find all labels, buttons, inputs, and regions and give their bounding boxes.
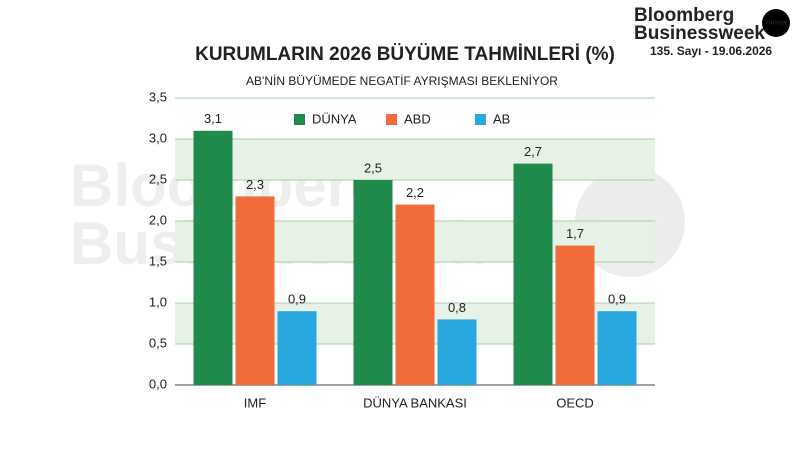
bar [277, 311, 317, 385]
y-tick-label: 1,0 [149, 294, 167, 309]
bar [555, 245, 595, 385]
brand-name: Businessweek [634, 23, 765, 44]
bar [353, 180, 393, 385]
legend-label: DÜNYA [312, 111, 357, 126]
y-tick-label: 3,5 [149, 89, 167, 104]
bar [395, 204, 435, 385]
y-tick-label: 2,0 [149, 212, 167, 227]
x-tick-label: OECD [556, 395, 594, 410]
value-label: 2,5 [364, 160, 382, 175]
legend-label: AB [493, 111, 510, 126]
bar [193, 130, 233, 385]
bar [597, 311, 637, 385]
value-label: 0,9 [288, 292, 306, 307]
grid-band [175, 139, 655, 180]
issue-date: 135. Sayı - 19.06.2026 [650, 44, 772, 58]
brand-badge-text: Türkiye [764, 20, 788, 27]
bar [235, 196, 275, 385]
chart-title: KURUMLARIN 2026 BÜYÜME TAHMİNLERİ (%) [195, 44, 615, 65]
value-label: 3,1 [204, 111, 222, 126]
bar [513, 163, 553, 385]
value-label: 2,7 [524, 144, 542, 159]
brand-badge [762, 9, 790, 37]
legend-swatch [294, 114, 305, 125]
y-tick-label: 1,5 [149, 253, 167, 268]
chart-subtitle: AB'NİN BÜYÜMEDE NEGATİF AYRIŞMASI BEKLEN… [246, 74, 558, 88]
legend-label: ABD [404, 111, 431, 126]
y-tick-label: 0,5 [149, 335, 167, 350]
bar [437, 319, 477, 385]
y-tick-label: 3,0 [149, 130, 167, 145]
value-label: 2,3 [246, 177, 264, 192]
legend-swatch [386, 114, 397, 125]
x-tick-label: DÜNYA BANKASI [363, 395, 467, 410]
x-tick-label: IMF [244, 395, 266, 410]
value-label: 0,8 [448, 300, 466, 315]
legend-swatch [475, 114, 486, 125]
value-label: 2,2 [406, 185, 424, 200]
value-label: 1,7 [566, 226, 584, 241]
value-label: 0,9 [608, 292, 626, 307]
y-tick-label: 2,5 [149, 171, 167, 186]
brand-name: Bloomberg [634, 5, 734, 26]
y-tick-label: 0,0 [149, 376, 167, 391]
